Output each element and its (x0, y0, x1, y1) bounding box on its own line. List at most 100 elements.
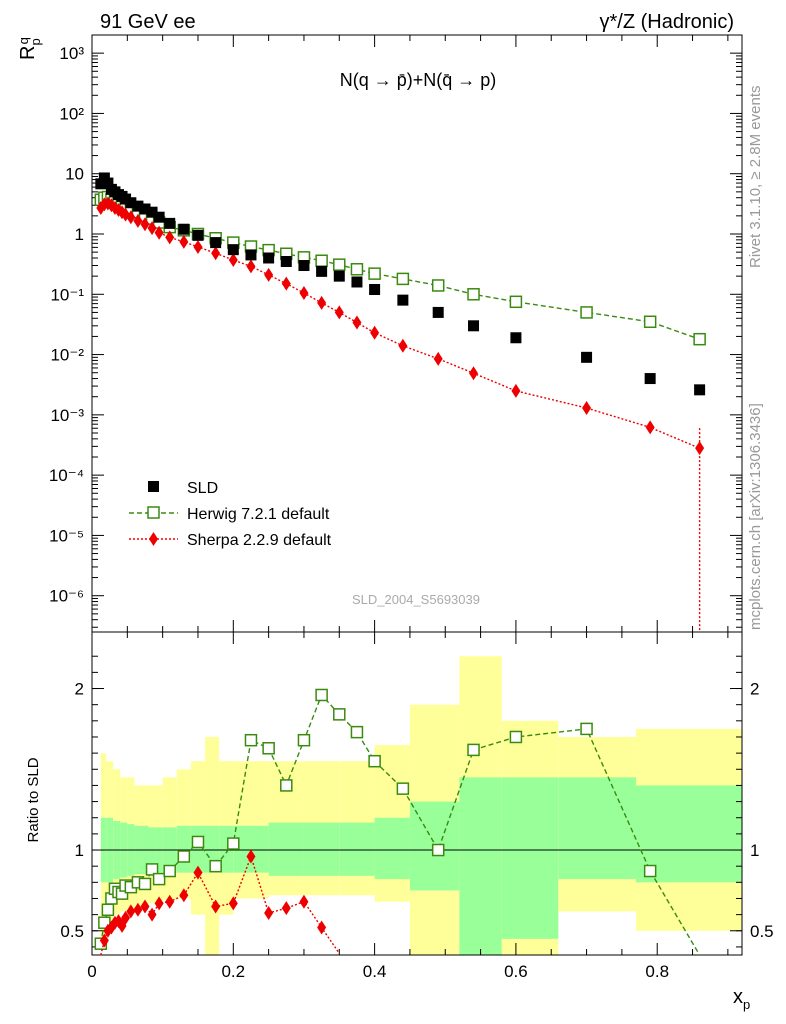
sherpa-ratio-point (281, 901, 291, 916)
sherpa-point (645, 420, 655, 435)
sld-point (210, 237, 222, 249)
sherpa-point (317, 295, 327, 310)
ratio-band-inner (501, 777, 559, 939)
x-tick-label: 0.8 (645, 962, 669, 981)
herwig-ratio-point (431, 843, 445, 857)
ratio-y-tick-label-left: 0.5 (60, 922, 84, 941)
sld-point (192, 229, 204, 241)
watermark: SLD_2004_S5693039 (352, 592, 480, 607)
sld-point (298, 260, 310, 272)
sherpa-ratio-point (264, 906, 274, 921)
sherpa-point (193, 239, 203, 254)
sherpa-point (352, 315, 362, 330)
herwig-ratio-point (209, 859, 222, 873)
sherpa-ratio-point (228, 896, 238, 911)
sld-point (227, 244, 239, 256)
sherpa-point (165, 230, 175, 245)
legend-label-sld: SLD (187, 480, 218, 497)
ratio-band-inner (374, 817, 410, 880)
legend-label-herwig: Herwig 7.2.1 default (187, 506, 330, 523)
legend: SLD Herwig 7.2.1 default Sherpa 2.2.9 de… (129, 480, 332, 549)
herwig-ratio-point (244, 733, 258, 747)
sld-point (369, 284, 381, 296)
x-tick-label: 0.2 (221, 962, 245, 981)
ratio-y-tick-label-right: 2 (750, 680, 759, 699)
sld-point (102, 177, 114, 189)
sherpa-point (370, 325, 380, 340)
ratio-y-tick-label-left: 2 (75, 680, 84, 699)
sherpa-point (147, 221, 157, 236)
sherpa-ratio-point (99, 933, 109, 948)
ratio-panel: 0 0.2 0.4 0.6 0.8 0.5 0.5 1 1 2 2 (60, 631, 774, 981)
main-y-tick-label: 1 (75, 225, 84, 244)
sherpa-point (299, 286, 309, 301)
main-panel: 10⁻⁶ 10⁻⁵ 10⁻⁴ 10⁻³ 10⁻² 10⁻¹ 1 10 10² 10³ (49, 34, 743, 633)
sherpa-point (140, 217, 150, 232)
sld-point (581, 351, 593, 363)
plot-title: N(q → p̄)+N(q̄ → p) (340, 70, 497, 90)
sherpa-point (511, 383, 521, 398)
sld-point (245, 249, 257, 261)
herwig-ratio-point (262, 742, 275, 755)
sherpa-point (133, 213, 143, 228)
ratio-y-tick-label-left: 1 (75, 841, 84, 860)
ratio-y-tick-label-right: 1 (750, 841, 759, 860)
header-left: 91 GeV ee (100, 11, 196, 33)
sld-point (333, 270, 345, 282)
sld-point (280, 255, 292, 267)
legend-marker-herwig (147, 506, 160, 519)
sld-point (432, 306, 444, 318)
sherpa-point (179, 234, 189, 249)
sld-point (178, 223, 190, 235)
sherpa-point (211, 246, 221, 261)
herwig-point (431, 279, 445, 292)
sherpa-ratio-point (140, 899, 150, 914)
herwig-point (643, 315, 657, 329)
sherpa-line (100, 202, 700, 449)
herwig-point (368, 267, 381, 280)
sherpa-ratio-point (121, 910, 131, 925)
ratio-band-inner (558, 777, 637, 880)
herwig-ratio-point (315, 688, 328, 702)
herwig-ratio-point (280, 779, 293, 792)
main-y-tick-label: 10 (65, 165, 84, 184)
sherpa-ratio-point (317, 920, 327, 935)
legend-label-sherpa: Sherpa 2.2.9 default (187, 532, 332, 549)
herwig-point (315, 254, 328, 267)
sld-point (468, 320, 480, 332)
sherpa-point (469, 366, 479, 381)
herwig-ratio-point (138, 877, 152, 891)
herwig-ratio-point (396, 782, 410, 795)
herwig-ratio-point (177, 850, 191, 863)
sherpa-point (126, 210, 136, 225)
sld-point (95, 178, 107, 190)
herwig-ratio-point (98, 916, 111, 929)
sherpa-point (433, 351, 443, 366)
herwig-ratio-point (145, 863, 159, 876)
herwig-ratio-point (467, 743, 480, 757)
sherpa-ratio-point (147, 907, 157, 922)
herwig-ratio-point (227, 837, 240, 850)
herwig-point (509, 295, 523, 309)
herwig-point (580, 306, 593, 319)
main-y-tick-label: 10⁻⁴ (49, 466, 84, 485)
rivet-label: Rivet 3.1.10, ≥ 2.8M events (747, 86, 764, 269)
x-tick-label: 0 (87, 962, 96, 981)
sld-point (132, 200, 144, 212)
sld-point (694, 384, 706, 396)
main-y-tick-label: 10⁻¹ (50, 285, 84, 304)
main-y-tick-label: 10⁻³ (50, 406, 84, 425)
herwig-ratio-point (101, 903, 115, 917)
main-y-tick-label: 10⁻² (50, 346, 84, 365)
sld-point (125, 197, 137, 209)
ratio-ylabel: Ratio to SLD (25, 757, 42, 842)
herwig-ratio-point (152, 872, 166, 886)
sld-point (510, 332, 522, 344)
sherpa-ratio-point (133, 902, 143, 917)
sherpa-ratio-point (211, 899, 221, 914)
main-y-tick-label: 10³ (59, 44, 84, 63)
y-axis-label: Rpq (16, 37, 43, 60)
sld-point (139, 203, 151, 215)
herwig-ratio-point (643, 864, 657, 878)
